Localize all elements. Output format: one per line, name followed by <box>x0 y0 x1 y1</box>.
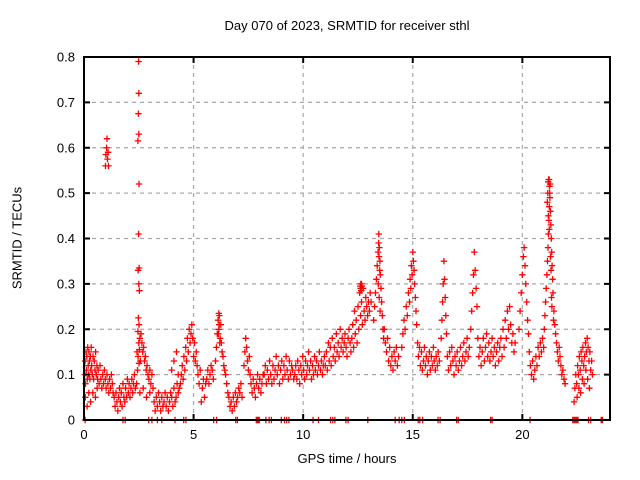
plot-border <box>83 56 611 421</box>
x-tick-label: 15 <box>406 427 420 442</box>
grid-lines <box>84 57 610 420</box>
x-tick-label: 20 <box>515 427 529 442</box>
y-tick-label: 0 <box>68 413 75 428</box>
y-tick-label: 0.6 <box>57 140 75 155</box>
x-tick-label: 0 <box>80 427 87 442</box>
x-tick-label: 10 <box>296 427 310 442</box>
data-points <box>81 58 606 424</box>
chart-title: Day 070 of 2023, SRMTID for receiver sth… <box>224 18 470 33</box>
y-tick-label: 0.3 <box>57 276 75 291</box>
y-tick-label: 0.1 <box>57 367 75 382</box>
y-tick-label: 0.8 <box>57 50 75 65</box>
y-tick-label: 0.7 <box>57 95 75 110</box>
x-axis-label: GPS time / hours <box>297 451 397 466</box>
x-tick-label: 5 <box>190 427 197 442</box>
y-tick-label: 0.2 <box>57 322 75 337</box>
y-tick-label: 0.4 <box>57 231 75 246</box>
y-tick-label: 0.5 <box>57 186 75 201</box>
